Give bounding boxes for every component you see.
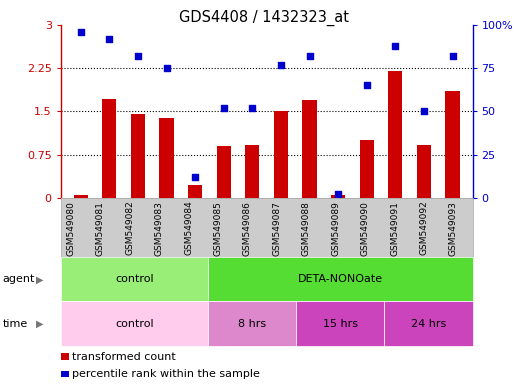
Point (448, 53, 457, 59)
Point (391, 43, 400, 49)
Text: ▶: ▶ (36, 318, 43, 329)
Text: control: control (115, 274, 154, 285)
Point (305, 53, 314, 59)
Text: 15 hrs: 15 hrs (323, 318, 357, 329)
Text: agent: agent (3, 274, 35, 285)
Bar (331, 195, 345, 198)
Bar (446, 91, 460, 198)
Point (363, 83, 371, 89)
Point (248, 105, 257, 111)
Text: GSM549081: GSM549081 (96, 201, 105, 256)
Text: percentile rank within the sample: percentile rank within the sample (72, 369, 260, 379)
Bar (360, 140, 374, 198)
Point (134, 53, 142, 59)
Text: DETA-NONOate: DETA-NONOate (298, 274, 383, 285)
Text: control: control (115, 318, 154, 329)
Bar (216, 146, 231, 198)
Text: transformed count: transformed count (72, 352, 176, 362)
Bar (245, 145, 259, 198)
Text: GSM549085: GSM549085 (213, 201, 222, 256)
Text: GSM549082: GSM549082 (125, 201, 134, 255)
Text: GSM549091: GSM549091 (390, 201, 399, 256)
Text: GSM549093: GSM549093 (449, 201, 458, 256)
Bar (73, 195, 88, 198)
Text: GDS4408 / 1432323_at: GDS4408 / 1432323_at (179, 10, 349, 26)
Bar (131, 114, 145, 198)
Text: GSM549087: GSM549087 (272, 201, 281, 256)
Point (105, 36, 114, 42)
Point (191, 174, 200, 180)
Point (77, 29, 85, 35)
Bar (102, 99, 117, 198)
Bar (303, 100, 317, 198)
Text: time: time (3, 318, 28, 329)
Point (162, 65, 171, 71)
Bar (274, 111, 288, 198)
Text: GSM549088: GSM549088 (302, 201, 311, 256)
Point (334, 191, 342, 197)
Text: GSM549083: GSM549083 (155, 201, 164, 256)
Text: GSM549089: GSM549089 (331, 201, 340, 256)
Text: GSM549080: GSM549080 (67, 201, 76, 256)
Bar (417, 145, 431, 198)
Bar (159, 118, 174, 198)
Bar (188, 185, 202, 198)
Bar (388, 71, 402, 198)
Text: GSM549092: GSM549092 (419, 201, 428, 255)
Text: GSM549084: GSM549084 (184, 201, 193, 255)
Text: 8 hrs: 8 hrs (238, 318, 266, 329)
Point (220, 105, 228, 111)
Text: GSM549086: GSM549086 (243, 201, 252, 256)
Text: GSM549090: GSM549090 (361, 201, 370, 256)
Point (277, 61, 285, 68)
Text: ▶: ▶ (36, 274, 43, 285)
Text: 24 hrs: 24 hrs (411, 318, 446, 329)
Point (420, 108, 428, 114)
